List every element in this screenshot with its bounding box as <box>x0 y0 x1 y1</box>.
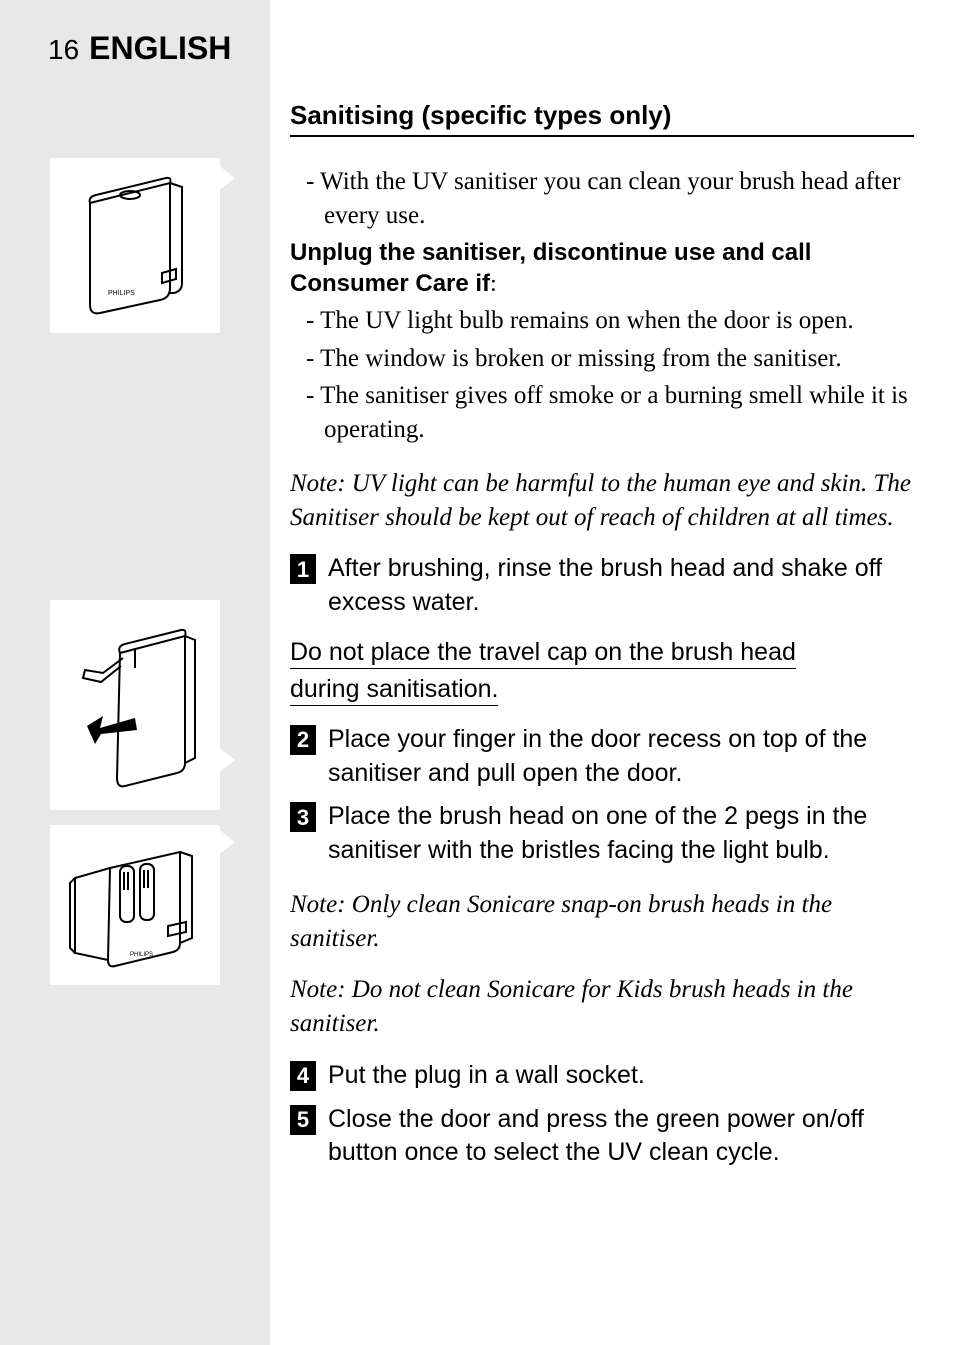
step-5-text: Close the door and press the green power… <box>328 1103 914 1171</box>
note-uv-harmful: Note: UV light can be harmful to the hum… <box>290 467 914 535</box>
manual-page: 16 ENGLISH PHILIPS <box>0 0 954 1345</box>
underline-line-1: Do not place the travel cap on the brush… <box>290 638 796 669</box>
sidebar-column: 16 ENGLISH PHILIPS <box>0 0 270 1345</box>
note-no-kids-heads: Note: Do not clean Sonicare for Kids bru… <box>290 973 914 1041</box>
callout-pointer <box>219 166 235 190</box>
page-language: ENGLISH <box>89 30 231 66</box>
step-3: 3 Place the brush head on one of the 2 p… <box>290 800 914 868</box>
intro-text: With the UV sanitiser you can clean your… <box>290 165 914 233</box>
warning-heading-text: Unplug the sanitiser, discontinue use an… <box>290 239 811 297</box>
sanitiser-closed-illustration: PHILIPS <box>50 158 220 333</box>
callout-pointer <box>219 830 235 854</box>
section-title: Sanitising (specific types only) <box>290 100 914 137</box>
step-number-box: 3 <box>290 802 316 832</box>
sanitiser-open-door-illustration <box>50 600 220 810</box>
note-snap-on-only: Note: Only clean Sonicare snap-on brush … <box>290 888 914 956</box>
step-2: 2 Place your finger in the door recess o… <box>290 723 914 791</box>
step-4-text: Put the plug in a wall socket. <box>328 1059 914 1093</box>
step-1-text: After brushing, rinse the brush head and… <box>328 552 914 620</box>
page-header: 16 ENGLISH <box>48 30 231 67</box>
warning-item-3: The sanitiser gives off smoke or a burni… <box>290 379 914 447</box>
brush-head-in-sanitiser-illustration: PHILIPS <box>50 825 220 985</box>
step-number-box: 2 <box>290 725 316 755</box>
step-number-box: 5 <box>290 1105 316 1135</box>
step-5: 5 Close the door and press the green pow… <box>290 1103 914 1171</box>
step-2-text: Place your finger in the door recess on … <box>328 723 914 791</box>
underline-line-2: during sanitisation. <box>290 675 498 706</box>
step-3-text: Place the brush head on one of the 2 peg… <box>328 800 914 868</box>
content-column: Sanitising (specific types only) With th… <box>270 0 954 1345</box>
brush-inside-svg: PHILIPS <box>60 838 210 973</box>
page-number: 16 <box>48 34 79 65</box>
step-4: 4 Put the plug in a wall socket. <box>290 1059 914 1093</box>
warning-item-1: The UV light bulb remains on when the do… <box>290 304 914 338</box>
step-1: 1 After brushing, rinse the brush head a… <box>290 552 914 620</box>
svg-text:PHILIPS: PHILIPS <box>130 952 153 958</box>
warning-item-2: The window is broken or missing from the… <box>290 342 914 376</box>
svg-text:PHILIPS: PHILIPS <box>108 290 135 297</box>
caution-no-travel-cap: Do not place the travel cap on the brush… <box>290 634 914 709</box>
warning-colon: : <box>490 271 497 297</box>
callout-pointer <box>219 748 235 772</box>
sanitiser-open-svg <box>65 618 205 793</box>
step-number-box: 1 <box>290 554 316 584</box>
warning-heading: Unplug the sanitiser, discontinue use an… <box>290 237 914 300</box>
step-number-box: 4 <box>290 1061 316 1091</box>
sanitiser-closed-svg: PHILIPS <box>70 173 200 318</box>
